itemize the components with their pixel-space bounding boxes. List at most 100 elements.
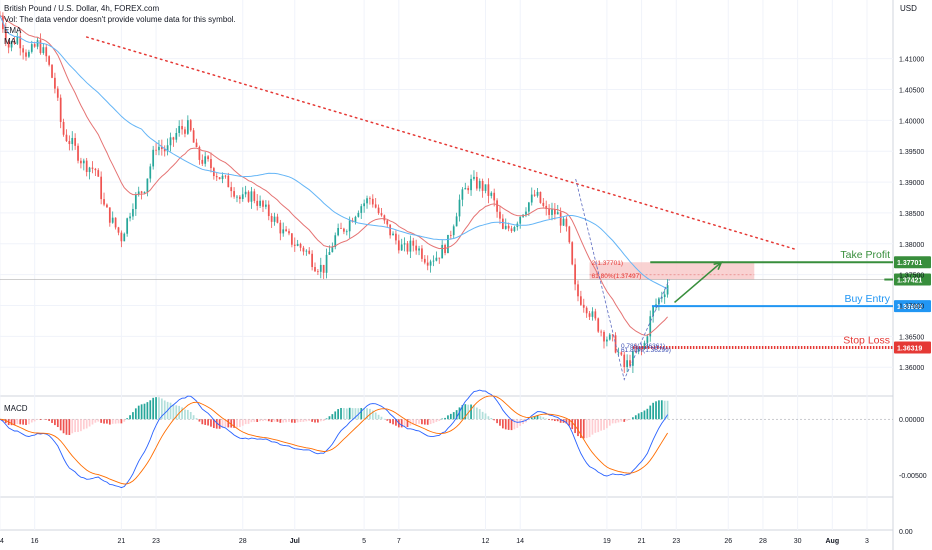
macd-histogram-bar [51, 419, 53, 423]
macd-histogram-bar [172, 404, 175, 420]
macd-legend[interactable]: MACD [4, 404, 28, 413]
macd-histogram-bar [493, 419, 496, 421]
macd-histogram-bar [54, 419, 56, 426]
y-tick-label: 1.36000 [899, 365, 924, 372]
macd-histogram-bar [351, 408, 354, 420]
candle-body [663, 294, 666, 298]
macd-histogram-bar [82, 419, 85, 430]
candle-body [481, 180, 484, 191]
macd-histogram-bar [606, 419, 608, 429]
macd-histogram-bar [256, 419, 259, 422]
macd-histogram-bar [137, 405, 140, 420]
axes: 1.41000 1.40500 1.40000 1.39500 1.39000 1.385… [0, 57, 927, 545]
macd-histogram-bar [519, 419, 522, 426]
macd-histogram-bar [319, 419, 322, 422]
candle-body [577, 284, 579, 297]
ma-legend[interactable]: MA [4, 37, 16, 46]
macd-histogram-bar [406, 419, 409, 428]
candle-body [169, 137, 172, 146]
candle-body [181, 126, 183, 130]
x-tick-label: 3 [865, 538, 869, 545]
candle-body [88, 167, 91, 173]
x-tick-label: 28 [759, 538, 767, 545]
extra-y-tick-label: 0.00 [899, 529, 913, 536]
macd-histogram-bar [201, 419, 204, 425]
candle-body [25, 52, 27, 57]
candle-body [597, 318, 600, 332]
candle-body [525, 211, 527, 215]
x-tick-label: 19 [603, 538, 611, 545]
macd-histogram-bar [340, 407, 342, 420]
macd-histogram-bar [308, 419, 311, 421]
candle-body [562, 218, 565, 226]
candle-body [51, 64, 53, 78]
macd-histogram-bar [4, 419, 7, 424]
ema-legend[interactable]: EMA [4, 26, 22, 35]
macd-histogram-bar [210, 419, 212, 427]
candle-body [435, 257, 438, 261]
macd-histogram-bar [632, 417, 634, 420]
candle-body [551, 209, 553, 215]
y-tick-label: 1.40000 [899, 118, 924, 125]
macd-histogram-bar [623, 419, 626, 422]
macd-histogram-bar [175, 405, 178, 420]
macd-histogram-bar [539, 416, 542, 420]
candle-body [233, 191, 235, 197]
macd-histogram-bar [45, 419, 48, 420]
macd-histogram-bar [470, 404, 472, 420]
macd-histogram-bar [600, 419, 602, 431]
candle-body [218, 177, 221, 180]
candle-body [400, 244, 403, 251]
macd-histogram-bar [279, 419, 282, 423]
candle-body [54, 77, 56, 89]
candle-body [207, 156, 209, 160]
macd-histogram-bar [377, 414, 380, 420]
macd-histogram-bar [475, 407, 478, 420]
x-tick-label: 23 [672, 538, 680, 545]
profit-zone [589, 262, 755, 280]
macd-histogram-bar [484, 413, 487, 420]
candle-body [155, 149, 157, 151]
candle-body [13, 41, 16, 44]
macd-histogram-bar [65, 419, 68, 435]
candle-body [103, 199, 105, 205]
candle-body [74, 137, 77, 146]
macd-histogram-bar [660, 400, 663, 420]
symbol-line: British Pound / U.S. Dollar, 4h, FOREX.c… [4, 4, 160, 13]
macd-histogram-bar [548, 419, 550, 420]
buy-entry-label: Buy Entry [844, 293, 890, 305]
candle-body [36, 40, 39, 47]
candle-body [542, 202, 545, 206]
candle-body [285, 229, 287, 232]
candle-body [580, 296, 582, 305]
candle-body [432, 260, 435, 262]
macd-histogram-bar [507, 419, 510, 430]
projection-arrow [673, 261, 722, 304]
macd-histogram-bar [233, 419, 235, 428]
candle-body [114, 217, 117, 228]
macd-histogram-bar [152, 397, 155, 420]
candle-body [426, 262, 429, 266]
currency-label[interactable]: USD [900, 4, 917, 13]
macd-histogram-bar [169, 402, 172, 420]
macd-histogram-bar [241, 419, 244, 426]
macd-histogram-bar [42, 419, 45, 420]
take-profit-label: Take Profit [840, 249, 890, 261]
candle-body [132, 209, 134, 217]
candle-body [149, 166, 152, 179]
macd-histogram-bar [270, 419, 273, 423]
x-tick-label: Aug [826, 538, 840, 545]
macd-histogram-bar [412, 419, 415, 425]
x-tick-label: 14 [516, 538, 524, 545]
macd-histogram-bar [189, 411, 192, 420]
macd-histogram-bar [571, 419, 574, 430]
candle-body [236, 196, 238, 198]
macd-histogram-bar [262, 419, 264, 422]
take-profit-label-price-tag [894, 256, 931, 269]
candle-body [291, 233, 293, 245]
candle-body [221, 175, 224, 180]
macd-histogram-bar [490, 418, 493, 420]
candle-body [143, 191, 146, 193]
candle-body [377, 207, 380, 214]
